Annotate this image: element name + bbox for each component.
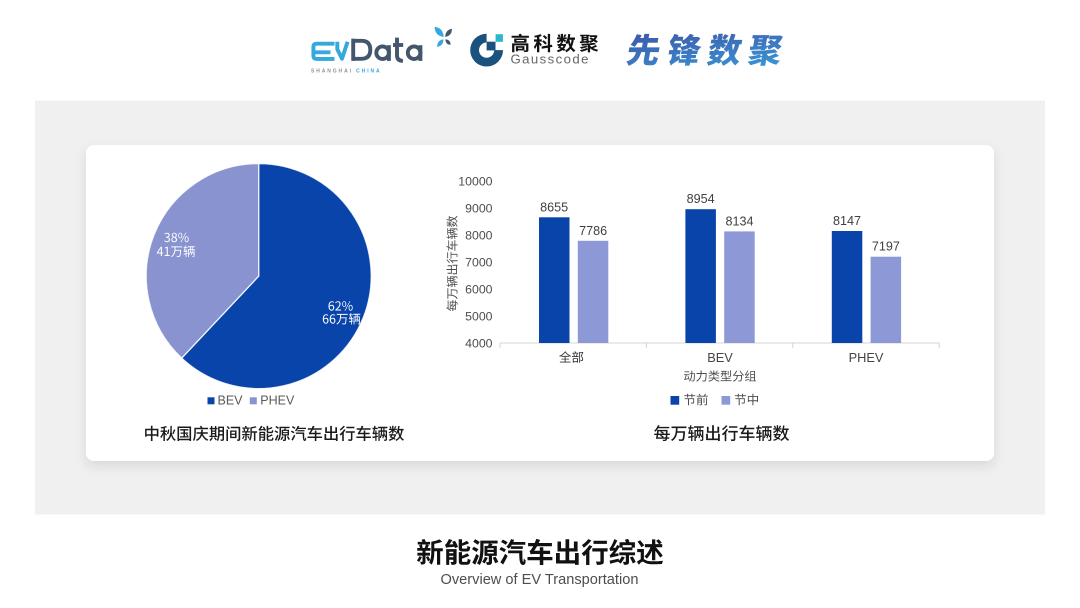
svg-text:Gausscode: Gausscode (511, 52, 590, 67)
svg-text:SHANGHAI CHINA: SHANGHAI CHINA (311, 69, 382, 75)
svg-text:8147: 8147 (833, 214, 861, 228)
svg-text:8655: 8655 (540, 200, 568, 214)
svg-text:8134: 8134 (725, 214, 753, 228)
svg-text:PHEV: PHEV (260, 394, 295, 408)
svg-text:4000: 4000 (465, 336, 493, 350)
svg-text:BEV: BEV (218, 394, 244, 408)
svg-text:8954: 8954 (687, 192, 715, 206)
svg-text:8000: 8000 (465, 228, 493, 242)
svg-text:7786: 7786 (579, 224, 607, 238)
svg-text:10000: 10000 (458, 174, 492, 188)
svg-text:7000: 7000 (465, 255, 493, 269)
svg-text:6000: 6000 (465, 282, 493, 296)
svg-text:9000: 9000 (465, 201, 493, 215)
svg-text:PHEV: PHEV (849, 350, 884, 365)
svg-text:5000: 5000 (465, 309, 493, 323)
svg-text:Overview of EV Transportation: Overview of EV Transportation (441, 572, 639, 588)
svg-text:7197: 7197 (872, 240, 900, 254)
svg-text:BEV: BEV (707, 350, 733, 365)
